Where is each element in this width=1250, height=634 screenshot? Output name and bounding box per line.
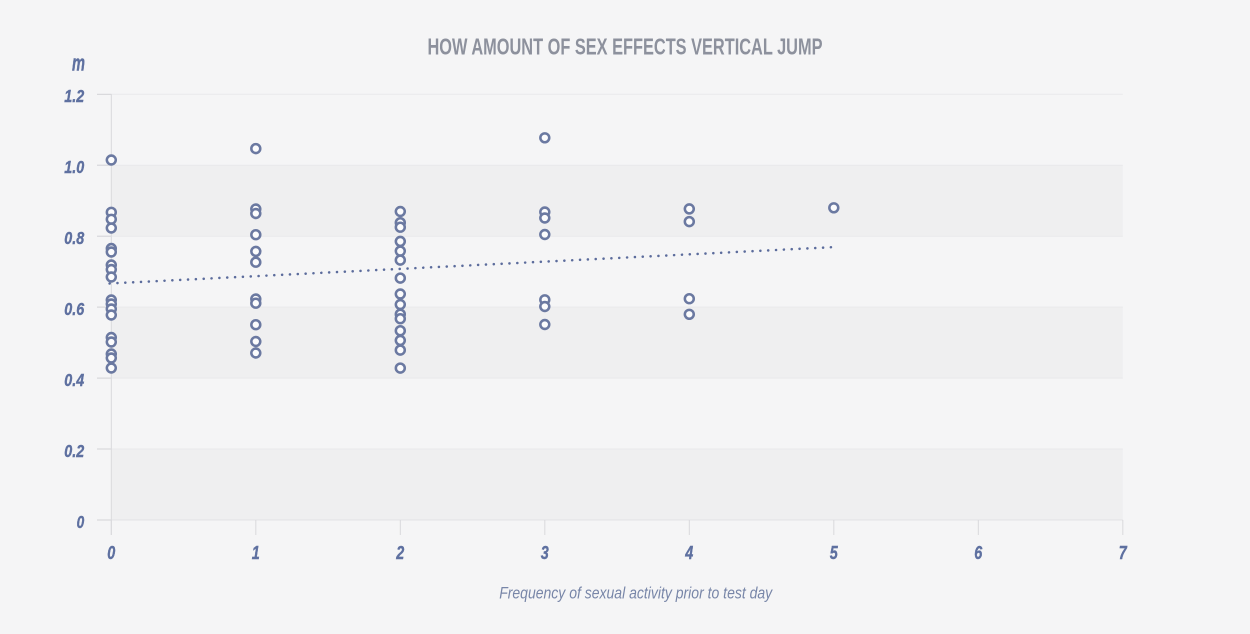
svg-text:HOW AMOUNT OF SEX EFFECTS VERT: HOW AMOUNT OF SEX EFFECTS VERTICAL JUMP [428,34,823,60]
svg-text:0: 0 [77,512,85,532]
svg-text:4: 4 [685,542,694,563]
svg-text:1.2: 1.2 [64,86,84,106]
svg-text:1: 1 [252,542,260,563]
svg-text:0.2: 0.2 [64,441,84,461]
svg-text:0: 0 [107,542,116,563]
svg-text:3: 3 [541,542,550,563]
svg-text:m: m [72,50,85,75]
svg-text:7: 7 [1119,542,1128,563]
svg-text:0.6: 0.6 [64,299,84,319]
svg-text:1.0: 1.0 [64,157,84,177]
svg-text:Frequency of sexual activity p: Frequency of sexual activity prior to te… [499,585,773,603]
svg-text:6: 6 [974,542,983,563]
svg-text:0.8: 0.8 [64,228,84,248]
svg-text:2: 2 [396,542,405,563]
svg-text:0.4: 0.4 [64,370,84,390]
svg-text:5: 5 [830,542,839,563]
